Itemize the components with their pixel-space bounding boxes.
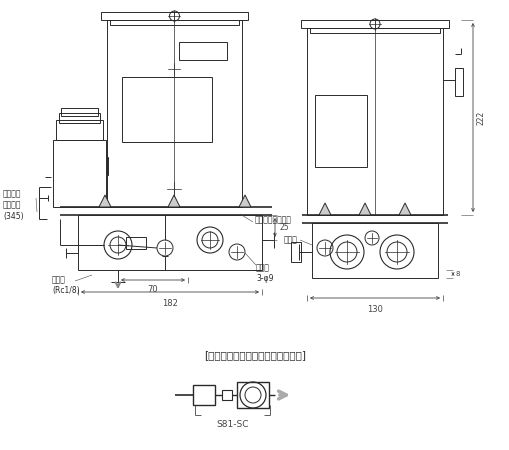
Text: S81-SC: S81-SC	[216, 420, 248, 429]
Bar	[221, 390, 232, 400]
Text: 70: 70	[148, 285, 158, 294]
Polygon shape	[167, 195, 180, 207]
Polygon shape	[358, 203, 370, 215]
Bar	[192, 385, 215, 405]
Bar	[291, 242, 300, 262]
Bar	[107, 157, 108, 175]
Polygon shape	[239, 195, 250, 207]
Bar	[309, 28, 439, 33]
Bar	[122, 77, 212, 142]
Text: 8: 8	[455, 271, 460, 277]
Bar	[78, 215, 262, 270]
Text: 吐出口
(Rc1/8): 吐出口 (Rc1/8)	[52, 275, 79, 295]
Text: 補給口: 補給口	[284, 235, 297, 244]
Bar	[315, 95, 366, 167]
Polygon shape	[318, 203, 330, 215]
Text: 130: 130	[366, 305, 382, 314]
Bar	[179, 42, 227, 60]
Bar	[110, 20, 239, 25]
Text: 25: 25	[279, 222, 289, 231]
Bar	[126, 237, 146, 249]
Bar	[312, 223, 437, 278]
Bar	[306, 28, 442, 215]
Bar	[107, 20, 242, 207]
Text: エアー抜きプラグ: エアー抜きプラグ	[254, 216, 292, 225]
Bar	[454, 68, 462, 96]
Bar	[61, 108, 98, 116]
Text: [吐出口に接続するための配管部品]: [吐出口に接続するための配管部品]	[204, 350, 305, 360]
Polygon shape	[99, 195, 111, 207]
Text: 取付穴
3-φ9: 取付穴 3-φ9	[256, 263, 273, 283]
Bar	[59, 113, 100, 123]
Text: モーター
リード線
(345): モーター リード線 (345)	[3, 189, 23, 220]
Text: 222: 222	[476, 110, 485, 125]
Bar	[53, 140, 106, 207]
Text: 182: 182	[162, 299, 178, 308]
Polygon shape	[398, 203, 410, 215]
Bar	[101, 12, 247, 20]
Bar	[56, 120, 103, 140]
Bar	[237, 382, 268, 408]
Bar	[300, 20, 448, 28]
